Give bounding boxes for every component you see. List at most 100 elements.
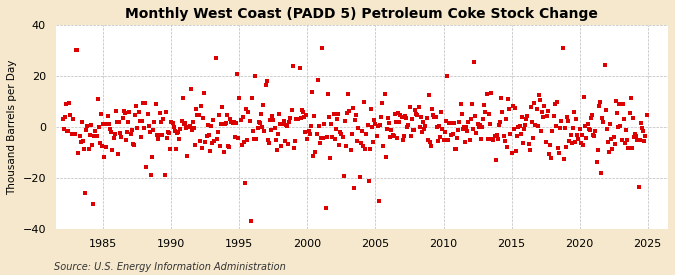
- Point: [330, 126, 341, 131]
- Point: [475, 123, 485, 128]
- Point: [156, 120, 167, 124]
- Point: [109, 132, 120, 136]
- Point: [268, 117, 279, 122]
- Point: [321, 135, 332, 139]
- Point: [106, 130, 117, 134]
- Point: [470, 114, 481, 119]
- Point: [533, 124, 543, 128]
- Point: [329, 137, 340, 141]
- Point: [306, 123, 317, 128]
- Point: [164, 131, 175, 135]
- Point: [464, 138, 475, 142]
- Point: [241, 107, 252, 111]
- Point: [595, 100, 605, 104]
- Point: [570, 140, 580, 144]
- Point: [389, 112, 400, 116]
- Point: [139, 125, 150, 130]
- Point: [491, 133, 502, 137]
- Point: [200, 140, 211, 144]
- Point: [115, 131, 126, 135]
- Point: [146, 155, 157, 160]
- Point: [157, 133, 167, 137]
- Point: [333, 112, 344, 116]
- Point: [178, 122, 189, 127]
- Point: [155, 111, 165, 115]
- Point: [599, 62, 610, 67]
- Point: [319, 122, 330, 126]
- Point: [468, 60, 479, 65]
- Point: [105, 126, 115, 131]
- Point: [153, 137, 163, 142]
- Point: [161, 136, 172, 140]
- Point: [291, 117, 302, 121]
- Point: [573, 137, 584, 141]
- Point: [65, 113, 76, 117]
- Point: [549, 102, 560, 106]
- Point: [151, 133, 162, 137]
- Point: [587, 113, 597, 118]
- Point: [90, 129, 101, 134]
- Point: [526, 120, 537, 124]
- Point: [585, 116, 596, 120]
- Point: [639, 139, 649, 143]
- Point: [635, 121, 646, 125]
- Point: [143, 123, 154, 128]
- Point: [111, 109, 122, 113]
- Point: [352, 139, 362, 143]
- Point: [581, 136, 592, 140]
- Point: [68, 117, 78, 121]
- Point: [498, 134, 509, 138]
- Point: [568, 110, 579, 115]
- Point: [568, 126, 578, 130]
- Point: [637, 126, 647, 130]
- Point: [244, 119, 255, 123]
- Point: [196, 103, 207, 108]
- Point: [618, 117, 629, 121]
- Point: [377, 100, 387, 105]
- Point: [168, 125, 179, 129]
- Point: [148, 128, 159, 133]
- Point: [72, 48, 82, 53]
- Point: [334, 143, 345, 148]
- Point: [276, 144, 287, 148]
- Point: [273, 112, 284, 116]
- Point: [286, 108, 297, 112]
- Point: [107, 147, 118, 152]
- Point: [625, 95, 636, 100]
- Point: [557, 46, 568, 50]
- Point: [583, 126, 594, 131]
- Point: [290, 139, 300, 144]
- Point: [440, 119, 451, 123]
- Point: [202, 123, 213, 128]
- Point: [418, 120, 429, 124]
- Point: [68, 132, 79, 136]
- Point: [571, 117, 582, 122]
- Point: [203, 133, 214, 137]
- Point: [166, 120, 177, 125]
- Point: [543, 109, 554, 113]
- Point: [400, 113, 410, 118]
- Point: [61, 128, 72, 133]
- Point: [545, 143, 556, 147]
- Point: [550, 124, 561, 128]
- Point: [535, 98, 545, 102]
- Point: [128, 142, 138, 146]
- Point: [236, 143, 247, 147]
- Point: [423, 137, 433, 142]
- Point: [394, 120, 405, 125]
- Point: [97, 144, 107, 148]
- Point: [398, 133, 409, 138]
- Point: [521, 117, 532, 121]
- Point: [171, 131, 182, 136]
- Point: [83, 147, 94, 151]
- Point: [266, 128, 277, 133]
- Point: [588, 133, 599, 137]
- Point: [561, 145, 572, 149]
- Point: [240, 181, 250, 185]
- Point: [354, 174, 365, 179]
- Point: [487, 137, 497, 142]
- Point: [518, 127, 529, 131]
- Point: [600, 108, 611, 112]
- Point: [437, 127, 448, 131]
- Point: [572, 133, 583, 137]
